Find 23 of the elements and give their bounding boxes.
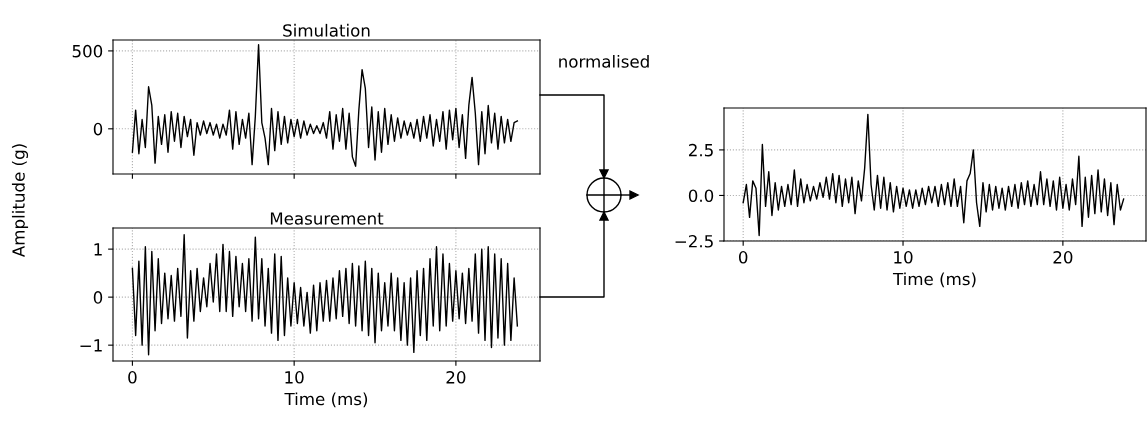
y-tick-label: 500	[72, 44, 103, 58]
y-tick-label: 0	[93, 122, 103, 136]
y-tick-label: −2.5	[675, 234, 713, 248]
x-tick-label: 20	[1053, 251, 1073, 264]
text: normalised	[559, 54, 649, 68]
x-axis-title: Time (ms)	[284, 392, 368, 408]
y-axis-title: Amplitude (g)	[11, 144, 29, 258]
y-tick-label: 0.0	[688, 189, 714, 203]
chart-title: Simulation	[283, 23, 370, 37]
line-series	[131, 43, 519, 167]
x-tick-label: 10	[894, 251, 913, 264]
y-tick-label: 0	[93, 291, 103, 304]
x-tick-label: 0	[738, 251, 748, 264]
y-tick-label: 2.5	[688, 143, 713, 157]
line-series	[742, 113, 1125, 237]
y-tick-label: 1	[94, 243, 102, 256]
x-tick-label: 0	[128, 371, 137, 384]
x-axis-title: Time (ms)	[892, 272, 976, 288]
x-tick-label: 10	[285, 371, 304, 384]
line-series	[131, 234, 519, 356]
x-tick-label: 20	[446, 371, 466, 384]
y-tick-label: −1	[80, 339, 102, 352]
chart-title: Measurement	[270, 212, 384, 225]
